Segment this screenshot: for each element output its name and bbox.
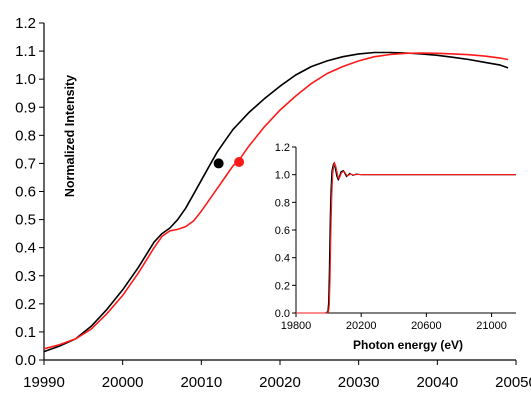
- inset-series-line-red: [296, 161, 516, 314]
- main-plot: 0.0 0.1 0.2 0.3 0.4 0.5 0.6 0.7 0.8 0.9 1.0 1.1 1.2 1…: [15, 15, 531, 391]
- main-y-tick-label: 0.5: [15, 212, 36, 229]
- main-markers-group: [213, 157, 245, 169]
- inset-y-tick-label: 0.6: [275, 225, 290, 237]
- main-marker-red: [234, 157, 245, 168]
- main-y-tick-label: 0.4: [15, 240, 36, 257]
- inset-y-tick-label: 0.0: [275, 308, 290, 320]
- inset-x-axis-title: Photon energy (eV): [353, 338, 463, 352]
- main-y-tick-label: 0.0: [15, 352, 36, 369]
- main-y-tick-label: 0.1: [15, 324, 36, 341]
- main-x-tick-label: 20010: [180, 374, 222, 391]
- main-x-tick-label: 20030: [338, 374, 380, 391]
- inset-y-tick-label: 0.8: [275, 197, 290, 209]
- inset-x-tick-label: 20600: [411, 320, 442, 332]
- inset-x-tick-label: 20200: [346, 320, 377, 332]
- main-y-tick-label: 0.6: [15, 184, 36, 201]
- inset-y-tick-label: 1.0: [275, 170, 290, 182]
- inset-series-group: [296, 161, 516, 314]
- inset-background: [292, 145, 516, 315]
- main-y-tick-label: 0.3: [15, 268, 36, 285]
- main-series-line-black: [43, 51, 509, 353]
- inset-y-tick-label: 1.2: [275, 142, 290, 154]
- main-marker-black: [213, 158, 224, 169]
- inset-y-tick-label: 0.4: [275, 253, 290, 265]
- main-x-tick-label: 20040: [416, 374, 458, 391]
- inset-plot: 0.0 0.2 0.4 0.6 0.8 1.0 1.2 19800 20200 20600 2100…: [275, 142, 516, 352]
- inset-axes: 0.0 0.2 0.4 0.6 0.8 1.0 1.2 19800 20200 20600 2100…: [275, 142, 516, 332]
- main-y-tick-label: 0.7: [15, 155, 36, 172]
- main-x-tick-label: 20050: [495, 374, 531, 391]
- inset-y-tick-label: 0.2: [275, 280, 290, 292]
- main-y-axis-title: Normalized Intensity: [63, 75, 77, 197]
- inset-x-tick-label: 21000: [476, 320, 507, 332]
- main-axes: 0.0 0.1 0.2 0.3 0.4 0.5 0.6 0.7 0.8 0.9 1.0 1.1 1.2 1…: [15, 15, 531, 391]
- inset-x-tick-label: 19800: [281, 320, 312, 332]
- main-y-tick-label: 1.0: [15, 71, 36, 88]
- main-x-tick-label: 19990: [23, 374, 65, 391]
- main-y-tick-label: 0.9: [15, 99, 36, 116]
- main-x-tick-label: 20020: [259, 374, 301, 391]
- main-y-tick-label: 1.2: [15, 15, 36, 32]
- main-y-tick-label: 1.1: [15, 43, 36, 60]
- main-y-tick-label: 0.2: [15, 296, 36, 313]
- main-x-tick-label: 20000: [102, 374, 144, 391]
- main-y-tick-label: 0.8: [15, 127, 36, 144]
